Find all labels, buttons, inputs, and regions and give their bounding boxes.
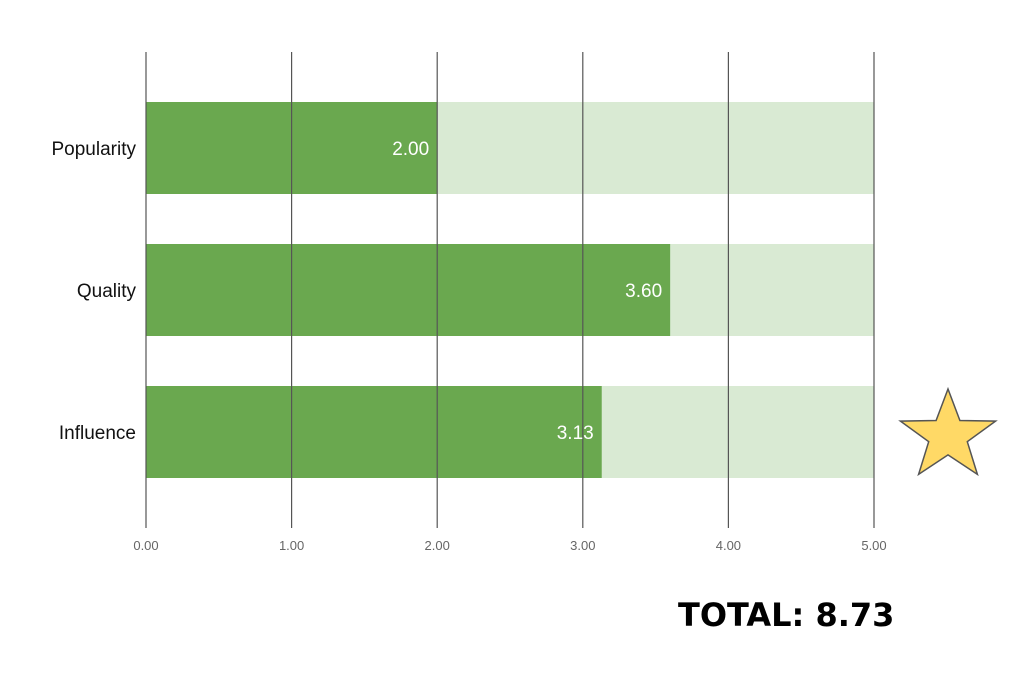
bars <box>146 102 874 478</box>
bar <box>146 244 671 336</box>
category-label: Quality <box>77 281 137 302</box>
bar <box>146 386 602 478</box>
x-tick-label: 3.00 <box>570 538 595 553</box>
data-label: 3.13 <box>557 423 594 444</box>
labels: 0.00 1.00 2.00 3.00 4.00 5.00 Popularity 2.00 Qu… <box>52 139 887 553</box>
total-score: TOTAL: 8.73 <box>678 596 895 634</box>
star-shape <box>898 386 998 477</box>
x-tick-label: 1.00 <box>279 538 304 553</box>
category-label: Popularity <box>52 139 137 160</box>
data-label: 2.00 <box>392 139 429 160</box>
x-tick-label: 4.00 <box>716 538 741 553</box>
data-label: 3.60 <box>625 281 662 302</box>
x-tick-label: 5.00 <box>861 538 886 553</box>
category-label: Influence <box>59 423 136 444</box>
x-tick-label: 0.00 <box>133 538 158 553</box>
star-icon <box>898 386 998 477</box>
x-tick-label: 2.00 <box>425 538 450 553</box>
grid-lines <box>145 52 875 528</box>
